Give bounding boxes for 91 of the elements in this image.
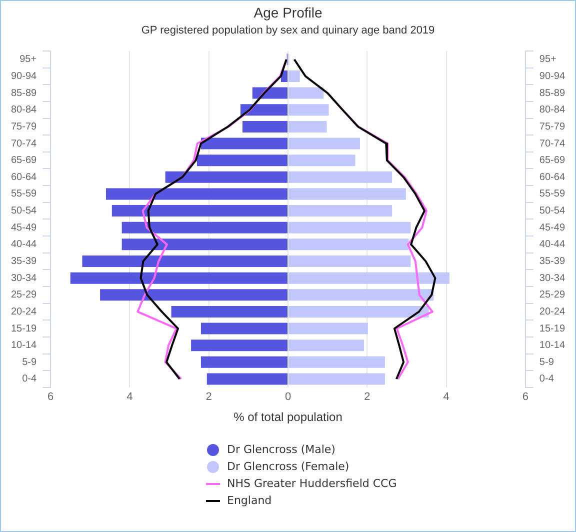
bar (288, 171, 392, 183)
category-label: 55-59 (539, 188, 565, 200)
category-label: 15-19 (539, 323, 565, 334)
x-tick-label: 6 (48, 391, 54, 404)
category-label: 50-54 (539, 206, 565, 217)
category-label: 65-69 (539, 155, 565, 166)
y-tick-label: 95+ (20, 54, 37, 66)
category-label: 30-34 (539, 272, 565, 284)
x-tick-label: 6 (522, 391, 528, 404)
bar (288, 356, 385, 368)
bar (288, 188, 406, 200)
category-label: 70-74 (539, 138, 565, 150)
bar (100, 289, 288, 301)
category-label: 45-49 (539, 222, 565, 234)
bar (288, 138, 360, 150)
y-tick-label: 25-29 (11, 290, 38, 301)
y-tick-label: 55-59 (11, 188, 38, 200)
chart-subtitle: GP registered population by sex and quinary age band 2019 (141, 24, 435, 36)
x-tick-label: 0 (284, 391, 292, 404)
bar (288, 373, 385, 385)
x-axis-title: % of total population (234, 410, 342, 424)
bar (200, 322, 288, 334)
bar (206, 373, 288, 385)
chart-title: Age Profile (254, 4, 322, 20)
bar (288, 340, 364, 352)
category-label: 40-44 (539, 239, 565, 250)
bar (242, 120, 288, 132)
legend-label: England (227, 494, 272, 507)
bar (82, 256, 288, 268)
bar (288, 256, 411, 268)
legend-label: NHS Greater Huddersfield CCG (227, 477, 397, 490)
y-tick-label: 5-9 (22, 356, 38, 368)
y-tick-label: 15-19 (11, 323, 38, 334)
bar (288, 272, 450, 284)
category-label: 5-9 (539, 356, 554, 368)
y-tick-label: 45-49 (11, 222, 38, 234)
category-label: 20-24 (539, 306, 565, 318)
bar (288, 120, 327, 132)
bar (288, 70, 300, 82)
category-label: 75-79 (539, 121, 565, 132)
x-tick-label: 2 (364, 391, 370, 404)
category-label: 80-84 (539, 104, 565, 116)
y-tick-label: 0-4 (22, 374, 38, 385)
y-tick-label: 20-24 (11, 306, 38, 318)
y-tick-label: 90-94 (11, 70, 38, 82)
bar (288, 222, 411, 234)
bar (106, 188, 288, 200)
bar (288, 322, 368, 334)
y-tick-label: 80-84 (11, 104, 38, 116)
bar (288, 238, 409, 250)
category-label: 60-64 (539, 172, 565, 183)
legend-label: Dr Glencross (Male) (227, 443, 336, 456)
bar (288, 87, 324, 99)
bar (200, 138, 288, 150)
y-tick-label: 65-69 (11, 155, 38, 166)
bar (122, 238, 288, 250)
y-tick-label: 10-14 (11, 340, 38, 352)
bar (171, 306, 288, 318)
bar (288, 289, 434, 301)
bar (252, 87, 288, 99)
bar (288, 154, 356, 166)
y-tick-label: 30-34 (11, 272, 38, 284)
bar (122, 222, 288, 234)
category-label: 90-94 (539, 70, 565, 82)
bar (165, 171, 288, 183)
bar (288, 306, 429, 318)
bar (288, 104, 329, 116)
y-tick-label: 85-89 (11, 88, 38, 99)
bar (112, 205, 288, 217)
category-label: 95+ (539, 54, 556, 66)
y-tick-label: 40-44 (11, 239, 38, 250)
y-tick-label: 60-64 (11, 172, 38, 183)
y-tick-label: 75-79 (11, 121, 38, 132)
y-tick-label: 35-39 (11, 256, 38, 267)
bar (70, 272, 288, 284)
bar (196, 154, 288, 166)
legend-label: Dr Glencross (Female) (227, 460, 350, 473)
x-tick-label: 4 (126, 391, 133, 404)
x-tick-label: 2 (206, 391, 212, 404)
bar (240, 104, 288, 116)
category-label: 35-39 (539, 256, 565, 267)
category-label: 10-14 (539, 340, 565, 352)
category-label: 85-89 (539, 88, 565, 99)
category-label: 25-29 (539, 290, 565, 301)
category-label: 0-4 (539, 374, 554, 385)
bar (288, 205, 392, 217)
bar (191, 340, 288, 352)
y-tick-label: 70-74 (11, 138, 38, 150)
x-tick-label: 4 (443, 391, 450, 404)
y-tick-label: 50-54 (11, 206, 38, 217)
bar (200, 356, 288, 368)
